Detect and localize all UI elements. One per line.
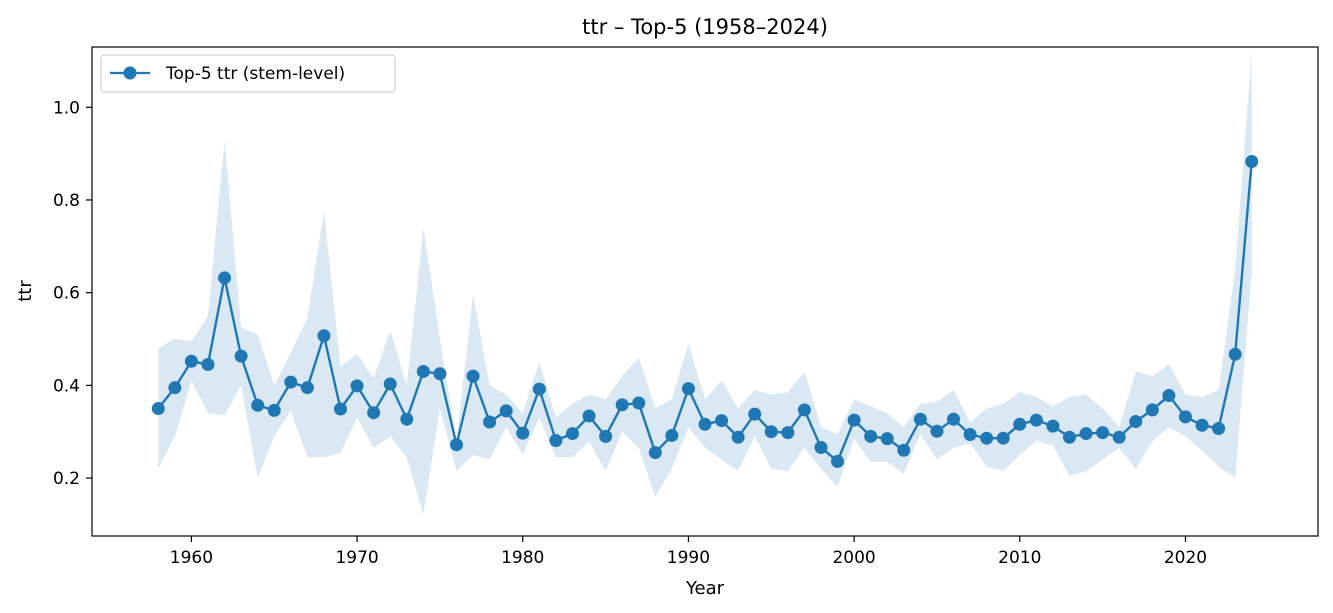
legend-box bbox=[100, 54, 396, 93]
x-tick-label: 2000 bbox=[832, 548, 875, 568]
data-point bbox=[367, 406, 381, 420]
x-tick-label: 1980 bbox=[501, 548, 544, 568]
y-axis-label: ttr bbox=[15, 280, 36, 302]
data-point bbox=[831, 454, 845, 468]
x-tick-label: 1990 bbox=[667, 548, 710, 568]
data-point bbox=[1195, 418, 1209, 432]
legend: Top-5 ttr (stem-level) bbox=[100, 54, 396, 93]
data-point bbox=[1096, 426, 1110, 440]
data-point bbox=[433, 367, 447, 381]
data-point bbox=[300, 381, 314, 395]
x-axis-label: Year bbox=[685, 578, 725, 599]
data-point bbox=[499, 404, 513, 418]
y-tick-label: 0.4 bbox=[53, 376, 80, 396]
confidence-band bbox=[158, 51, 1252, 516]
data-point bbox=[251, 398, 265, 412]
data-point bbox=[648, 446, 662, 460]
data-point bbox=[665, 428, 679, 442]
data-point bbox=[483, 415, 497, 429]
x-tick-label: 1960 bbox=[170, 548, 213, 568]
y-axis: 0.2 0.4 0.6 0.8 1.0 bbox=[53, 98, 92, 489]
data-point bbox=[416, 364, 430, 378]
y-tick-label: 0.6 bbox=[53, 284, 80, 304]
data-point bbox=[748, 407, 762, 421]
series-points bbox=[151, 154, 1259, 468]
data-point bbox=[1029, 413, 1043, 427]
confidence-band-area bbox=[158, 51, 1252, 516]
data-point bbox=[615, 398, 629, 412]
data-point bbox=[151, 402, 165, 416]
data-point bbox=[764, 425, 778, 439]
data-point bbox=[1228, 347, 1242, 361]
data-point bbox=[930, 424, 944, 438]
data-point bbox=[350, 379, 364, 393]
data-point bbox=[565, 427, 579, 441]
data-point bbox=[947, 412, 961, 426]
data-point bbox=[864, 429, 878, 443]
data-point bbox=[1178, 410, 1192, 424]
data-point bbox=[963, 427, 977, 441]
data-point bbox=[168, 381, 182, 395]
data-point bbox=[1112, 430, 1126, 444]
y-tick-label: 0.8 bbox=[53, 191, 80, 211]
data-point bbox=[449, 438, 463, 452]
y-tick-label: 1.0 bbox=[53, 98, 80, 118]
data-point bbox=[781, 426, 795, 440]
data-point bbox=[582, 409, 596, 423]
data-point bbox=[599, 429, 613, 443]
data-point bbox=[1129, 415, 1143, 429]
data-point bbox=[184, 354, 198, 368]
data-point bbox=[980, 431, 994, 445]
data-point bbox=[334, 402, 348, 416]
data-point bbox=[1145, 403, 1159, 417]
data-point bbox=[1046, 419, 1060, 433]
data-point bbox=[797, 403, 811, 417]
data-point bbox=[234, 349, 248, 363]
data-point bbox=[731, 430, 745, 444]
data-point bbox=[1162, 389, 1176, 403]
plot-frame bbox=[91, 46, 1319, 537]
x-tick-label: 2020 bbox=[1164, 548, 1207, 568]
data-point bbox=[1062, 430, 1076, 444]
data-point bbox=[632, 396, 646, 410]
data-point bbox=[284, 375, 298, 389]
data-point bbox=[1212, 421, 1226, 435]
data-point bbox=[715, 414, 729, 428]
data-point bbox=[317, 329, 331, 343]
data-point bbox=[913, 412, 927, 426]
data-point bbox=[847, 413, 861, 427]
legend-marker bbox=[123, 66, 137, 80]
data-point bbox=[1013, 417, 1027, 431]
data-point bbox=[267, 403, 281, 417]
data-point bbox=[383, 377, 397, 391]
x-tick-label: 1970 bbox=[335, 548, 378, 568]
legend-label: Top-5 ttr (stem-level) bbox=[165, 64, 345, 84]
data-point bbox=[698, 417, 712, 431]
data-point bbox=[532, 382, 546, 396]
x-tick-label: 2010 bbox=[998, 548, 1041, 568]
data-point bbox=[201, 358, 215, 372]
data-point bbox=[466, 369, 480, 383]
data-point bbox=[681, 382, 695, 396]
data-point bbox=[880, 432, 894, 446]
data-point bbox=[1079, 427, 1093, 441]
data-point bbox=[1245, 154, 1259, 168]
data-point bbox=[516, 426, 530, 440]
data-point bbox=[996, 431, 1010, 445]
y-tick-label: 0.2 bbox=[53, 469, 80, 489]
data-point bbox=[549, 434, 563, 448]
data-point bbox=[897, 443, 911, 457]
data-point bbox=[814, 440, 828, 454]
x-axis: 1960 1970 1980 1990 2000 2010 2020 bbox=[170, 536, 1207, 568]
data-point bbox=[218, 271, 232, 285]
chart-title: ttr – Top-5 (1958–2024) bbox=[582, 15, 828, 39]
data-point bbox=[400, 412, 414, 426]
